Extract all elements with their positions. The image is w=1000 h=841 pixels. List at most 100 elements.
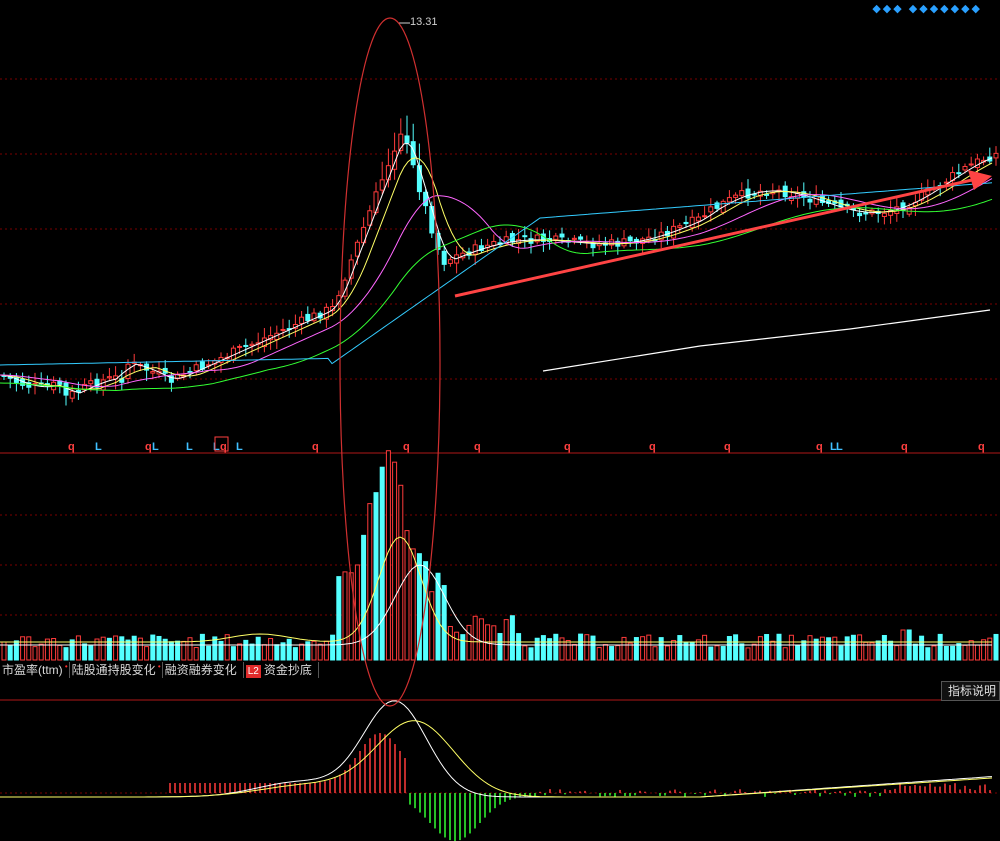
candle — [683, 221, 689, 225]
volume-bar — [764, 634, 770, 661]
volume-bar — [330, 634, 336, 661]
indicator-help-button[interactable]: 指标说明 — [940, 681, 1000, 701]
candle — [857, 212, 863, 217]
volume-bar — [770, 640, 776, 661]
candle — [764, 193, 770, 196]
signal-label: q — [220, 441, 227, 453]
diamond-icon[interactable]: ◆◆◆ ◆◆◆◆◆◆◆ — [872, 3, 982, 15]
candle — [373, 191, 379, 214]
ma-line — [0, 142, 993, 394]
signal-label: q — [724, 441, 731, 453]
volume-bar — [416, 553, 422, 661]
volume-bar — [956, 643, 962, 661]
volume-bar — [776, 633, 782, 661]
candle — [807, 198, 813, 203]
volume-bar — [193, 647, 199, 661]
candle — [311, 312, 317, 322]
volume-bar — [875, 640, 881, 661]
volume-bar — [299, 643, 305, 661]
volume-bar — [441, 585, 447, 661]
volume-bar — [559, 637, 565, 661]
volume-bar — [553, 633, 559, 661]
candle — [280, 328, 286, 331]
signal-label: q — [649, 441, 656, 453]
volume-bar — [652, 646, 658, 661]
volume-bar — [243, 639, 249, 661]
volume-bar — [274, 644, 280, 661]
volume-bar — [720, 646, 726, 661]
volume-bar — [348, 572, 354, 661]
tab-hk-connect[interactable]: 陆股通持股变化 • — [71, 662, 163, 678]
volume-bar — [826, 637, 832, 661]
volume-bar — [20, 636, 26, 661]
volume-bar — [466, 624, 472, 661]
volume-bar — [323, 640, 329, 661]
volume-bar — [974, 644, 980, 661]
volume-bar — [162, 638, 168, 661]
signal-label: L — [236, 441, 243, 453]
volume-bar — [268, 638, 274, 661]
volume-bar — [869, 642, 875, 661]
trend-arrowhead — [968, 170, 992, 190]
candle — [69, 390, 75, 399]
volume-bar — [75, 635, 81, 661]
volume-bar — [137, 637, 143, 661]
volume-bar — [782, 647, 788, 661]
volume-bar — [367, 503, 373, 661]
volume-bar — [807, 635, 813, 661]
volume-bar — [69, 639, 75, 661]
toolbar-icons[interactable]: ◆◆◆ ◆◆◆◆◆◆◆ — [872, 2, 982, 15]
l2-badge: L2 — [245, 665, 261, 678]
candle — [689, 216, 695, 228]
macd-dif-line — [0, 700, 993, 798]
volume-bar — [937, 633, 943, 661]
candle — [299, 316, 305, 324]
volume-bar — [714, 645, 720, 661]
volume-bar — [447, 625, 453, 661]
candle — [106, 376, 112, 379]
volume-bar — [751, 643, 757, 661]
volume-bar — [621, 636, 627, 661]
signal-label: q — [564, 441, 571, 453]
volume-bar — [993, 633, 999, 661]
indicator-tab-bar: 市盈率(ttm) • 陆股通持股变化 • 融资融券变化 L2 资金抄底 — [0, 660, 1000, 680]
candle — [398, 133, 404, 151]
candle — [342, 279, 348, 297]
candle — [367, 210, 373, 226]
volume-bar — [218, 640, 224, 661]
candle — [193, 364, 199, 372]
volume-bar — [801, 640, 807, 661]
candle — [695, 216, 701, 222]
candle — [714, 202, 720, 209]
ma-long-line — [542, 309, 991, 372]
volume-bar — [522, 645, 528, 661]
candle — [404, 135, 410, 144]
candle — [243, 344, 249, 347]
volume-bar — [88, 645, 94, 661]
ma-line — [0, 198, 993, 392]
volume-bar — [423, 561, 429, 661]
tab-pe-ttm[interactable]: 市盈率(ttm) • — [2, 662, 70, 678]
volume-bar — [13, 640, 19, 661]
candle — [416, 165, 422, 193]
volume-bar — [206, 645, 212, 661]
candle — [863, 212, 869, 215]
volume-bar — [888, 640, 894, 661]
signal-label: q — [312, 441, 319, 453]
trend-arrow — [454, 178, 973, 298]
volume-bar — [677, 635, 683, 661]
volume-bar — [733, 634, 739, 661]
volume-bar — [57, 644, 63, 661]
tab-bottom-fishing[interactable]: L2 资金抄底 — [244, 662, 319, 678]
signal-label: q — [901, 441, 908, 453]
candle — [627, 236, 633, 242]
signal-label: L — [186, 441, 193, 453]
volume-bar — [726, 636, 732, 661]
volume-bar — [925, 647, 931, 661]
signal-label: q — [474, 441, 481, 453]
tab-margin[interactable]: 融资融券变化 — [163, 662, 244, 678]
volume-bar — [119, 636, 125, 661]
volume-bar — [850, 634, 856, 661]
